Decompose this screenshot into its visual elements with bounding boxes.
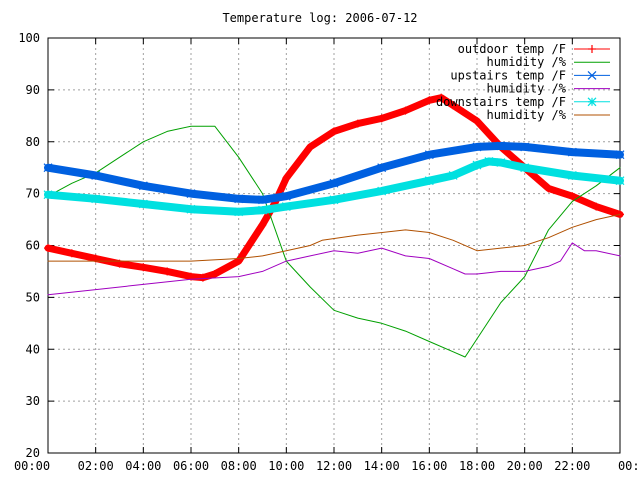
chart-title: Temperature log: 2006-07-12 <box>222 11 417 25</box>
x-tick-label: 00:00 <box>14 459 50 473</box>
marker <box>43 163 53 173</box>
series-markers-3 <box>43 141 625 205</box>
legend-entry-1: outdoor temp /F <box>458 42 610 56</box>
x-tick-label: 04:00 <box>125 459 161 473</box>
x-tick-label: 12:00 <box>316 459 352 473</box>
marker <box>567 171 577 180</box>
y-tick-label: 30 <box>26 394 40 408</box>
marker <box>587 70 597 80</box>
series-line-4 <box>47 242 621 296</box>
series-line-2 <box>47 125 621 358</box>
legend-entry-2: humidity /% <box>487 55 610 69</box>
marker <box>472 142 482 152</box>
marker <box>186 204 196 214</box>
x-tick-label: 00:00 <box>618 459 640 473</box>
y-tick-label: 60 <box>26 239 40 253</box>
marker <box>329 178 339 188</box>
marker <box>281 202 291 212</box>
x-tick-label: 02:00 <box>78 459 114 473</box>
legend-label: humidity /% <box>487 55 567 69</box>
axes: 20 30 40 50 60 70 80 90 100 00:00 02:00 04:00 06:00 0… <box>14 31 640 473</box>
marker <box>258 195 267 205</box>
marker <box>186 189 196 199</box>
marker <box>448 171 458 180</box>
marker <box>496 158 506 167</box>
x-tick-label: 16:00 <box>411 459 447 473</box>
marker <box>281 191 291 201</box>
marker <box>424 150 434 160</box>
y-tick-label: 40 <box>26 342 40 356</box>
x-tick-label: 08:00 <box>221 459 257 473</box>
marker <box>472 160 482 170</box>
marker <box>520 142 530 152</box>
marker <box>377 163 387 173</box>
series-line-1 <box>44 94 624 282</box>
y-tick-label: 50 <box>26 290 40 304</box>
y-tick-label: 20 <box>26 446 40 460</box>
series-line-6 <box>47 213 621 262</box>
legend-label: humidity /% <box>487 82 567 96</box>
marker <box>615 150 625 160</box>
marker <box>329 195 339 205</box>
marker <box>138 199 148 209</box>
x-tick-label: 18:00 <box>459 459 495 473</box>
legend-label: humidity /% <box>487 108 567 122</box>
marker <box>234 194 244 204</box>
legend-entry-3: upstairs temp /F <box>450 68 610 82</box>
legend-label: downstairs temp /F <box>436 95 566 109</box>
y-tick-label: 90 <box>26 83 40 97</box>
legend-entry-5: downstairs temp /F <box>436 95 610 109</box>
series-markers-5 <box>43 157 625 217</box>
marker <box>567 147 577 157</box>
marker <box>496 141 506 151</box>
marker <box>234 207 244 217</box>
y-tick-label: 70 <box>26 187 40 201</box>
marker <box>91 171 101 180</box>
x-tick-label: 14:00 <box>364 459 400 473</box>
legend-label: upstairs temp /F <box>450 68 566 82</box>
marker <box>377 186 387 196</box>
x-tick-label: 06:00 <box>173 459 209 473</box>
y-tick-label: 100 <box>18 31 40 45</box>
legend-label: outdoor temp /F <box>458 42 566 56</box>
x-tick-label: 20:00 <box>507 459 543 473</box>
marker <box>587 97 597 107</box>
marker <box>424 176 434 186</box>
marker <box>43 190 53 200</box>
x-tick-label: 10:00 <box>268 459 304 473</box>
marker <box>484 157 494 166</box>
marker <box>520 163 530 173</box>
marker <box>138 181 148 191</box>
marker <box>91 194 101 204</box>
marker <box>615 176 625 186</box>
legend-entry-6: humidity /% <box>487 108 610 122</box>
legend-entry-4: humidity /% <box>487 82 610 96</box>
series-lines <box>43 93 625 358</box>
x-tick-label: 22:00 <box>554 459 590 473</box>
marker <box>258 205 267 215</box>
y-tick-label: 80 <box>26 135 40 149</box>
